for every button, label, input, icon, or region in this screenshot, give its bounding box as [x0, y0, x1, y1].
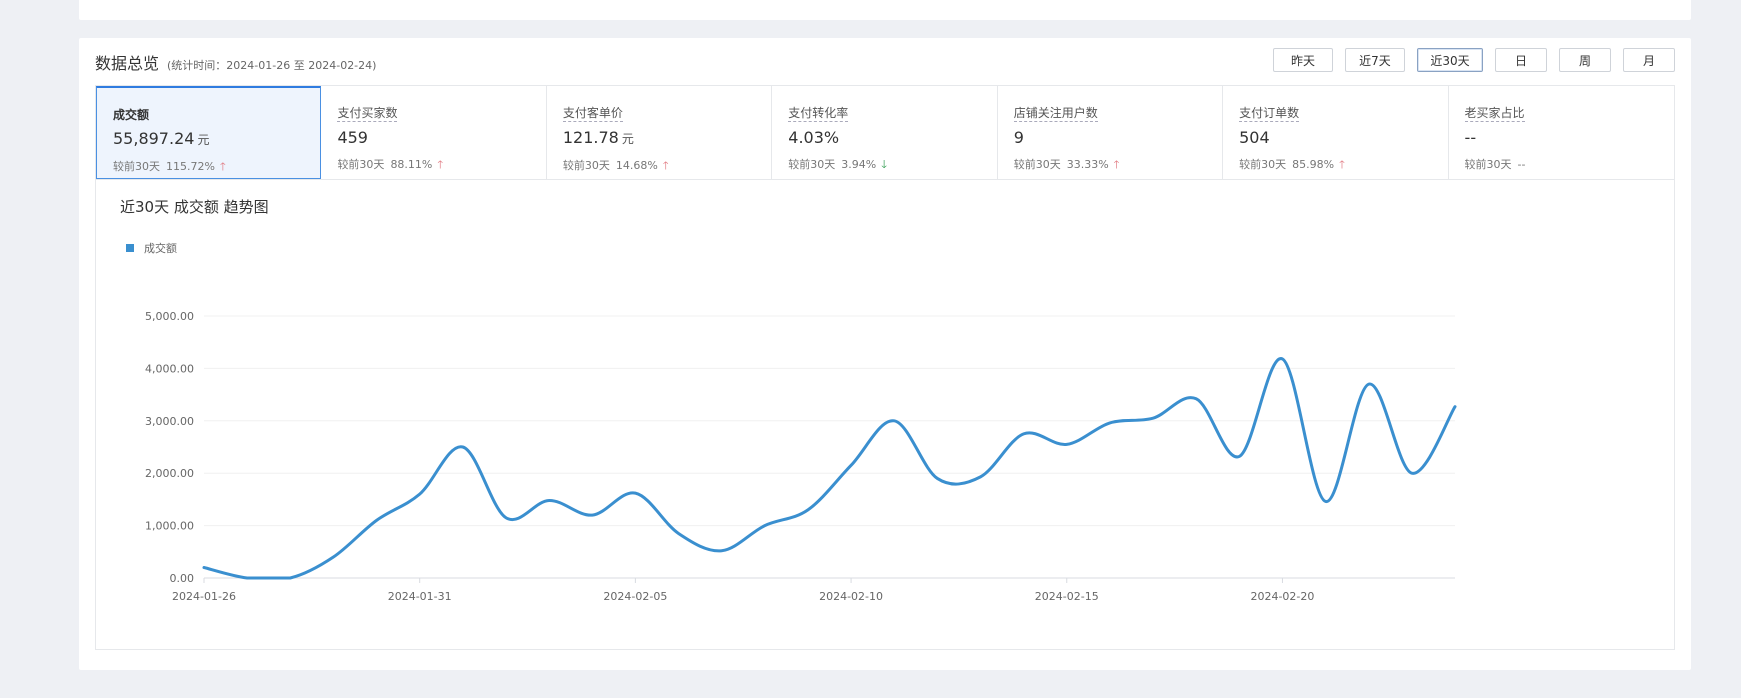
metric-value: 55,897.24 元	[113, 129, 210, 148]
legend-label: 成交额	[144, 242, 177, 255]
arrow-down-icon: 🡓	[881, 157, 887, 171]
x-tick-label: 2024-01-31	[388, 590, 452, 603]
metric-tab[interactable]: 成交额 55,897.24 元较前30天 115.72% 🡑	[96, 86, 322, 179]
metric-change: 3.94%	[841, 157, 877, 171]
series-line-成交额	[202, 357, 1457, 580]
metric-value: 459	[337, 128, 368, 147]
y-tick-label: 3,000.00	[145, 415, 194, 428]
metric-value: 121.78 元	[562, 128, 634, 147]
yesterday-button[interactable]: 昨天	[1273, 48, 1333, 72]
arrow-up-icon: 🡑	[1339, 157, 1345, 171]
y-tick-label: 1,000.00	[145, 520, 194, 533]
metric-value: 4.03%	[788, 128, 840, 147]
metric-change: 14.68%	[615, 158, 658, 172]
day-button[interactable]: 日	[1495, 48, 1547, 72]
month-button[interactable]: 月	[1623, 48, 1675, 72]
metric-compare: 较前30天 --	[1464, 157, 1526, 172]
y-tick-label: 2,000.00	[145, 467, 194, 480]
arrow-up-icon: 🡑	[662, 158, 669, 172]
chart-title: 近30天 成交额 趋势图	[120, 198, 269, 216]
x-tick-label: 2024-02-15	[1035, 590, 1099, 603]
overview-header: 数据总览 (统计时间：2024-01-26 至 2024-02-24)	[95, 50, 376, 76]
top-panel	[79, 0, 1691, 20]
metric-tab[interactable]: 支付订单数 504 较前30天 85.98% 🡑	[1223, 86, 1449, 179]
metric-tab[interactable]: 老买家占比 -- 较前30天 --	[1449, 86, 1674, 179]
metric-value: 9	[1013, 128, 1024, 147]
metric-compare: 较前30天 3.94% 🡓	[788, 157, 887, 172]
metric-compare: 较前30天 14.68% 🡑	[562, 158, 669, 173]
chart-canvas: 0.00 1,000.00 2,000.00 3,000.00 4,000.00 5,00…	[145, 310, 1457, 603]
period-selector: 昨天 近7天 近30天 日 周 月	[1261, 48, 1675, 72]
y-tick-label: 0.00	[170, 572, 195, 585]
metric-compare: 较前30天 88.11% 🡑	[337, 157, 444, 172]
arrow-up-icon: 🡑	[1113, 157, 1120, 171]
metric-change: 33.33%	[1066, 157, 1109, 171]
x-tick-label: 2024-02-05	[603, 590, 667, 603]
trend-chart: 近30天 成交额 趋势图 成交额 0.00 1,000.00 2,000.00 3,0…	[95, 180, 1675, 650]
week-button[interactable]: 周	[1559, 48, 1611, 72]
metric-label: 支付转化率	[788, 106, 849, 122]
arrow-up-icon: 🡑	[437, 157, 444, 171]
chart-legend[interactable]: 成交额	[126, 240, 177, 256]
legend-swatch	[126, 244, 134, 252]
metric-change: 85.98%	[1292, 157, 1335, 171]
metric-label: 店铺关注用户数	[1013, 106, 1098, 122]
x-tick-label: 2024-01-26	[172, 590, 236, 603]
metric-value: 504	[1239, 128, 1270, 147]
metric-label: 支付客单价	[562, 106, 623, 122]
metric-label: 成交额	[113, 108, 150, 122]
metric-compare: 较前30天 85.98% 🡑	[1239, 157, 1345, 172]
metric-change: 88.11%	[390, 157, 433, 171]
metric-tab[interactable]: 支付客单价 121.78 元较前30天 14.68% 🡑	[547, 86, 773, 179]
overview-title: 数据总览	[95, 54, 160, 73]
metric-tab[interactable]: 支付转化率 4.03% 较前30天 3.94% 🡓	[772, 86, 998, 179]
date-range: (统计时间：2024-01-26 至 2024-02-24)	[167, 59, 377, 72]
metric-tab[interactable]: 支付买家数 459 较前30天 88.11% 🡑	[321, 86, 547, 179]
metric-change: --	[1517, 157, 1526, 171]
metric-value: --	[1464, 128, 1477, 147]
metric-change: 115.72%	[166, 159, 215, 173]
metric-label: 支付订单数	[1239, 106, 1300, 122]
last-7-days-button[interactable]: 近7天	[1345, 48, 1405, 72]
metric-unit: 元	[197, 133, 210, 147]
last-30-days-button[interactable]: 近30天	[1417, 48, 1483, 72]
metric-unit: 元	[621, 132, 634, 146]
metric-tabs: 成交额 55,897.24 元较前30天 115.72% 🡑 支付买家数 459 较前30天 8…	[95, 85, 1675, 180]
metric-compare: 较前30天 115.72% 🡑	[113, 159, 226, 174]
metric-tab[interactable]: 店铺关注用户数 9 较前30天 33.33% 🡑	[998, 86, 1224, 179]
metric-label: 老买家占比	[1464, 106, 1525, 122]
x-tick-label: 2024-02-20	[1250, 590, 1314, 603]
arrow-up-icon: 🡑	[219, 159, 226, 173]
y-tick-label: 4,000.00	[145, 362, 194, 375]
data-overview-panel: 数据总览 (统计时间：2024-01-26 至 2024-02-24) 昨天 近…	[79, 38, 1691, 670]
metric-label: 支付买家数	[337, 106, 398, 122]
metric-compare: 较前30天 33.33% 🡑	[1013, 157, 1120, 172]
y-tick-label: 5,000.00	[145, 310, 194, 323]
x-tick-label: 2024-02-10	[819, 590, 883, 603]
